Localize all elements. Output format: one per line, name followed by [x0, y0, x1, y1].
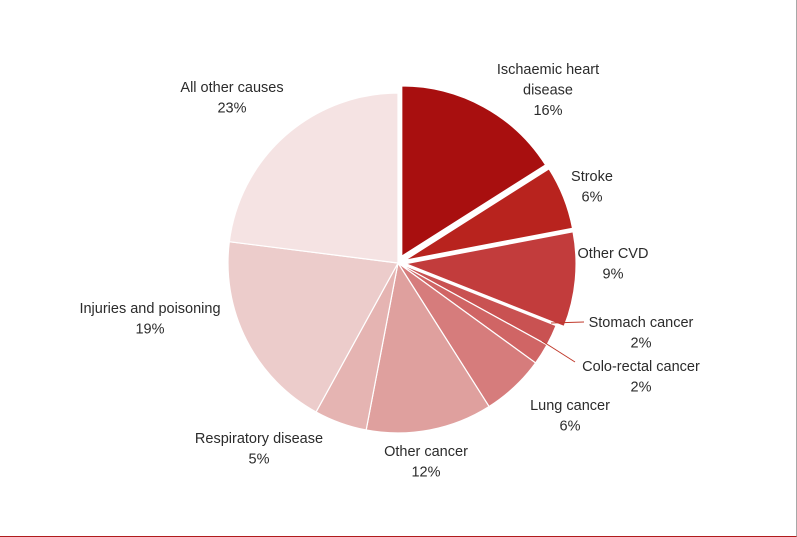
- slice-value-label: 23%: [217, 101, 246, 117]
- leader-line-stomach-cancer: [550, 321, 585, 324]
- slice-name-label: Other cancer: [384, 444, 468, 460]
- leader-line-colo-rectal-cancer: [541, 340, 576, 363]
- slice-label-stomach-cancer: Stomach cancer 2%: [589, 315, 694, 352]
- slice-label-colo-rectal-cancer: Colo-rectal cancer 2%: [582, 359, 700, 396]
- slice-name-label: Stomach cancer: [589, 315, 694, 331]
- slice-name-label: Stroke: [571, 169, 613, 185]
- slice-label-ischaemic-heart-disease: Ischaemic heart disease 16%: [497, 62, 599, 119]
- pie-slice-stroke: [405, 168, 574, 261]
- slice-value-label: 9%: [603, 267, 624, 283]
- slice-value-label: 2%: [631, 336, 652, 352]
- slice-value-label: 19%: [135, 322, 164, 338]
- leader-lines: [541, 321, 585, 363]
- slice-label-lung-cancer: Lung cancer 6%: [530, 398, 610, 435]
- pie-slice-injuries-and-poisoning: [227, 241, 399, 413]
- pie-slice-other-cancer: [365, 261, 490, 434]
- slice-name-label: All other causes: [180, 80, 283, 96]
- pie-slice-ischaemic-heart-disease: [401, 85, 547, 257]
- slice-value-label: 16%: [533, 103, 562, 119]
- slice-value-label: 6%: [560, 419, 581, 435]
- slice-name-label: Other CVD: [578, 246, 649, 262]
- pie-slices: [227, 85, 577, 434]
- slice-value-label: 5%: [249, 452, 270, 468]
- slice-name-label: Injuries and poisoning: [79, 301, 220, 317]
- slice-label-all-other-causes: All other causes 23%: [180, 80, 283, 117]
- pie-slice-all-other-causes: [228, 92, 399, 264]
- slice-name-label: Colo-rectal cancer: [582, 359, 700, 375]
- slice-value-label: 6%: [582, 190, 603, 206]
- slice-label-injuries-and-poisoning: Injuries and poisoning 19%: [79, 301, 220, 338]
- pie-slice-other-cvd: [404, 231, 577, 327]
- slice-label-other-cvd: Other CVD 9%: [578, 246, 649, 283]
- slice-name-label: Lung cancer: [530, 398, 610, 414]
- slice-value-label: 2%: [631, 380, 652, 396]
- slice-value-label: 12%: [411, 465, 440, 481]
- slice-label-stroke: Stroke 6%: [571, 169, 613, 206]
- slice-name-label: Ischaemic heart: [497, 62, 599, 78]
- slice-name-label: Respiratory disease: [195, 431, 323, 447]
- slice-label-other-cancer: Other cancer 12%: [384, 444, 468, 481]
- slice-labels: Ischaemic heart disease 16% Stroke 6% Other C…: [79, 62, 700, 481]
- slice-label-respiratory-disease: Respiratory disease 5%: [195, 431, 323, 468]
- slice-name-label: disease: [523, 83, 573, 99]
